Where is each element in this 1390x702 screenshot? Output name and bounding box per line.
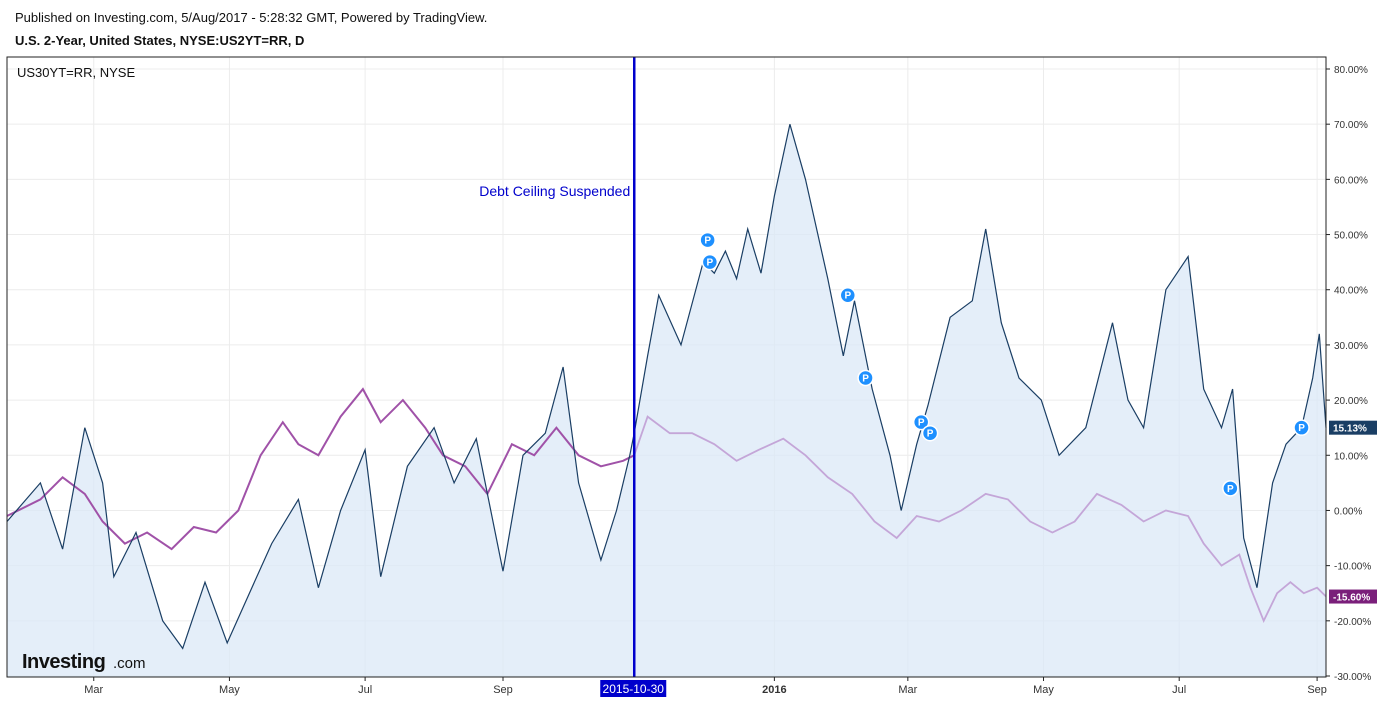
news-marker-dot [921,424,939,442]
primary-last-value-badge-text: 15.13% [1333,424,1367,435]
investing-logo: Investing .com [22,651,146,673]
compare-last-value-badge-text: -15.60% [1333,593,1370,604]
x-tick-label: May [1033,684,1054,696]
event-date-text: 2015-10-30 [603,682,665,696]
primary-last-value-badge-bg [1329,420,1377,435]
compare-last-value-badge-bg [1329,589,1377,604]
y-tick-label: -20.00% [1334,617,1371,628]
compare-line-before-event [6,387,635,551]
news-marker-label: P [844,291,851,302]
news-marker-dot [1222,480,1239,497]
news-marker[interactable]: P [912,413,930,431]
y-tick-label: 80.00% [1334,65,1368,76]
news-marker-dot [839,286,857,304]
x-axis: Mar May Jul Sep 2016 Mar May Jul Sep 2015-10-30 [84,677,1327,697]
primary-area-fill [7,124,1326,677]
y-tick-label: 10.00% [1334,451,1368,462]
news-marker-label: P [704,236,711,247]
y-tick-label: 50.00% [1334,231,1368,242]
chart-title: U.S. 2-Year, United States, NYSE:US2YT=R… [15,33,305,48]
news-marker-label: P [1227,484,1234,495]
logo-suffix: .com [113,655,146,672]
x-tick-label: Sep [493,684,513,696]
news-marker-label: P [862,374,869,385]
compare-line-after-event [633,415,1327,624]
x-tick-label: May [219,684,240,696]
news-marker-label: P [918,418,925,429]
news-marker-label: P [707,258,714,269]
news-marker-dot [857,369,874,387]
news-marker[interactable]: P [921,424,939,442]
primary-last-value-badge: 15.13% [1329,420,1377,435]
news-marker[interactable]: P [1293,419,1310,436]
event-date-label: 2015-10-30 [600,680,667,697]
news-marker[interactable]: P [857,369,874,387]
news-marker-dot [699,231,716,249]
y-tick-label: 70.00% [1334,120,1368,131]
x-tick-label: 2016 [762,684,786,696]
news-marker[interactable]: P [701,253,719,271]
y-tick-label: 0.00% [1334,506,1362,517]
news-marker[interactable]: P [699,231,716,249]
x-tick-label: Mar [898,684,917,696]
event-annotation: Debt Ceiling Suspended [479,183,630,199]
news-marker-dot [701,253,719,271]
y-axis: 80.00% 70.00% 60.00% 50.00% 40.00% 30.00% 20.0… [1326,65,1377,683]
legend-compare-symbol: US30YT=RR, NYSE [17,65,135,80]
y-tick-label: 30.00% [1334,341,1368,352]
news-marker[interactable]: P [839,286,857,304]
x-tick-label: Jul [358,684,372,696]
primary-line [6,124,1327,650]
news-marker-dot [1293,419,1310,436]
y-tick-label: -10.00% [1334,562,1371,573]
compare-last-value-badge: -15.60% [1329,589,1377,604]
x-tick-label: Sep [1307,684,1327,696]
x-tick-label: Mar [84,684,103,696]
y-tick-label: 20.00% [1334,396,1368,407]
news-marker-label: P [1298,423,1305,434]
x-tick-label: Jul [1172,684,1186,696]
y-tick-label: 60.00% [1334,175,1368,186]
news-marker[interactable]: P [1222,480,1239,497]
published-line: Published on Investing.com, 5/Aug/2017 -… [15,10,488,25]
news-marker-dot [912,413,930,431]
y-tick-label: -30.00% [1334,672,1371,683]
event-date-bg [600,680,667,697]
logo-brand: Investing [22,651,105,673]
y-tick-label: 40.00% [1334,286,1368,297]
news-marker-label: P [927,429,934,440]
